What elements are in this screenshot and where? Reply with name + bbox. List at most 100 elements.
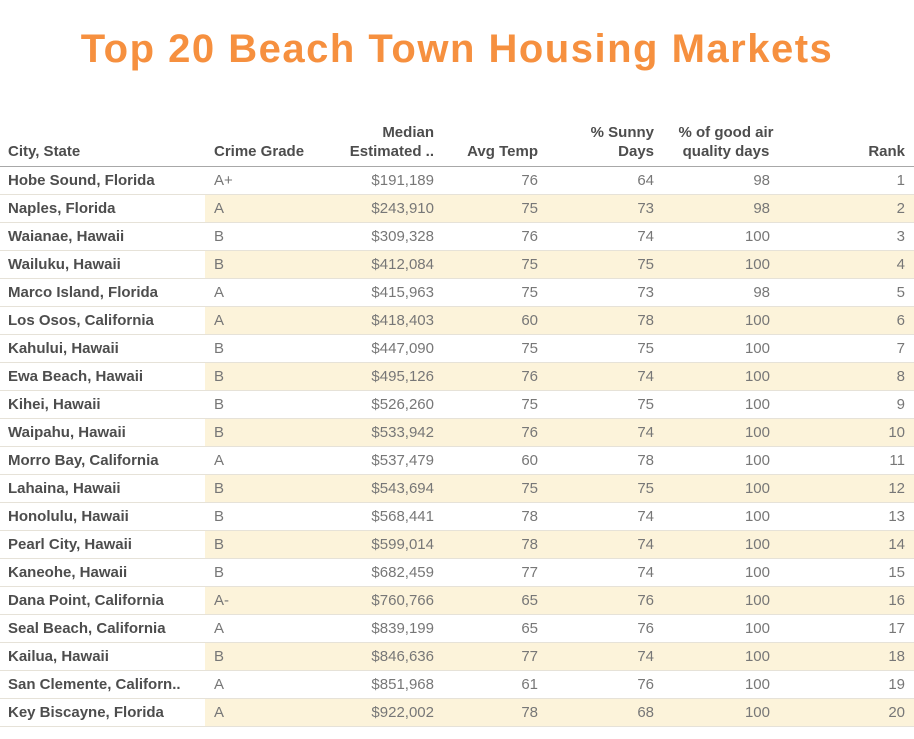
- cell-median: $412,084: [305, 250, 440, 279]
- column-header-city[interactable]: City, State: [0, 115, 205, 167]
- cell-avgtemp: 78: [440, 502, 548, 531]
- cell-air: 98: [666, 194, 788, 223]
- cell-city: Waianae, Hawaii: [0, 222, 205, 251]
- cell-rank: 7: [788, 334, 914, 363]
- table-row[interactable]: Marco Island, Florida A $415,963 75 73 98 5: [0, 278, 914, 307]
- cell-sunny: 74: [548, 502, 666, 531]
- cell-avgtemp: 76: [440, 362, 548, 391]
- table-row[interactable]: San Clemente, Californ.. A $851,968 61 76 100…: [0, 670, 914, 699]
- cell-rank: 17: [788, 614, 914, 643]
- cell-rank: 8: [788, 362, 914, 391]
- cell-avgtemp: 65: [440, 586, 548, 615]
- table-row[interactable]: Seal Beach, California A $839,199 65 76 100 17: [0, 614, 914, 643]
- table-row[interactable]: Kaneohe, Hawaii B $682,459 77 74 100 15: [0, 558, 914, 587]
- column-header-label: Avg Temp: [467, 143, 538, 160]
- column-header-label: % Sunny: [590, 124, 654, 141]
- cell-city: Kailua, Hawaii: [0, 642, 205, 671]
- table-row[interactable]: Ewa Beach, Hawaii B $495,126 76 74 100 8: [0, 362, 914, 391]
- cell-air: 100: [666, 222, 788, 251]
- column-header-label: Days: [618, 143, 654, 160]
- housing-markets-table: City, State Crime Grade Median Estimated ..…: [0, 115, 914, 727]
- cell-sunny: 74: [548, 418, 666, 447]
- table-row[interactable]: Pearl City, Hawaii B $599,014 78 74 100 14: [0, 530, 914, 559]
- cell-avgtemp: 76: [440, 222, 548, 251]
- cell-city: Kahului, Hawaii: [0, 334, 205, 363]
- cell-city: San Clemente, Californ..: [0, 670, 205, 699]
- cell-crime: B: [205, 502, 305, 531]
- cell-city: Kihei, Hawaii: [0, 390, 205, 419]
- cell-crime: B: [205, 558, 305, 587]
- cell-air: 100: [666, 670, 788, 699]
- cell-sunny: 74: [548, 362, 666, 391]
- cell-air: 100: [666, 614, 788, 643]
- cell-crime: B: [205, 334, 305, 363]
- column-header-avgtemp[interactable]: Avg Temp: [440, 115, 548, 167]
- cell-avgtemp: 75: [440, 474, 548, 503]
- cell-median: $526,260: [305, 390, 440, 419]
- cell-sunny: 74: [548, 222, 666, 251]
- cell-air: 100: [666, 502, 788, 531]
- cell-median: $537,479: [305, 446, 440, 475]
- cell-median: $682,459: [305, 558, 440, 587]
- cell-crime: B: [205, 250, 305, 279]
- cell-crime: B: [205, 474, 305, 503]
- table-row[interactable]: Kihei, Hawaii B $526,260 75 75 100 9: [0, 390, 914, 419]
- column-header-crime[interactable]: Crime Grade: [205, 115, 305, 167]
- table-row[interactable]: Waianae, Hawaii B $309,328 76 74 100 3: [0, 222, 914, 251]
- cell-avgtemp: 60: [440, 306, 548, 335]
- table-row[interactable]: Waipahu, Hawaii B $533,942 76 74 100 10: [0, 418, 914, 447]
- cell-air: 100: [666, 558, 788, 587]
- cell-city: Los Osos, California: [0, 306, 205, 335]
- cell-rank: 5: [788, 278, 914, 307]
- cell-avgtemp: 60: [440, 446, 548, 475]
- column-header-median[interactable]: Median Estimated ..: [305, 115, 440, 167]
- table-row[interactable]: Hobe Sound, Florida A+ $191,189 76 64 98 1: [0, 166, 914, 195]
- table-row[interactable]: Honolulu, Hawaii B $568,441 78 74 100 13: [0, 502, 914, 531]
- cell-median: $533,942: [305, 418, 440, 447]
- cell-rank: 15: [788, 558, 914, 587]
- cell-city: Key Biscayne, Florida: [0, 698, 205, 727]
- cell-air: 100: [666, 586, 788, 615]
- cell-rank: 14: [788, 530, 914, 559]
- cell-crime: B: [205, 530, 305, 559]
- cell-city: Hobe Sound, Florida: [0, 166, 205, 195]
- cell-city: Kaneohe, Hawaii: [0, 558, 205, 587]
- cell-air: 100: [666, 362, 788, 391]
- cell-rank: 12: [788, 474, 914, 503]
- table-row[interactable]: Lahaina, Hawaii B $543,694 75 75 100 12: [0, 474, 914, 503]
- table-row[interactable]: Los Osos, California A $418,403 60 78 100 6: [0, 306, 914, 335]
- cell-city: Seal Beach, California: [0, 614, 205, 643]
- cell-sunny: 78: [548, 306, 666, 335]
- cell-air: 100: [666, 642, 788, 671]
- table-row[interactable]: Kahului, Hawaii B $447,090 75 75 100 7: [0, 334, 914, 363]
- column-header-rank[interactable]: Rank: [788, 115, 914, 167]
- cell-rank: 10: [788, 418, 914, 447]
- column-header-sunny[interactable]: % Sunny Days: [548, 115, 666, 167]
- table-row[interactable]: Dana Point, California A- $760,766 65 76 100 1…: [0, 586, 914, 615]
- cell-median: $760,766: [305, 586, 440, 615]
- table-row[interactable]: Kailua, Hawaii B $846,636 77 74 100 18: [0, 642, 914, 671]
- column-header-label: City, State: [8, 143, 81, 160]
- table-row[interactable]: Naples, Florida A $243,910 75 73 98 2: [0, 194, 914, 223]
- cell-crime: B: [205, 222, 305, 251]
- cell-air: 98: [666, 278, 788, 307]
- cell-median: $309,328: [305, 222, 440, 251]
- cell-city: Lahaina, Hawaii: [0, 474, 205, 503]
- cell-city: Naples, Florida: [0, 194, 205, 223]
- table-row[interactable]: Key Biscayne, Florida A $922,002 78 68 100 20: [0, 698, 914, 727]
- column-header-air[interactable]: % of good air quality days: [666, 115, 788, 167]
- cell-crime: A: [205, 698, 305, 727]
- cell-median: $447,090: [305, 334, 440, 363]
- cell-sunny: 68: [548, 698, 666, 727]
- cell-sunny: 75: [548, 334, 666, 363]
- table-row[interactable]: Wailuku, Hawaii B $412,084 75 75 100 4: [0, 250, 914, 279]
- table-row[interactable]: Morro Bay, California A $537,479 60 78 100 11: [0, 446, 914, 475]
- cell-median: $415,963: [305, 278, 440, 307]
- table-head: City, State Crime Grade Median Estimated ..…: [0, 115, 914, 167]
- column-header-label: Rank: [868, 143, 905, 160]
- cell-rank: 1: [788, 166, 914, 195]
- cell-crime: B: [205, 418, 305, 447]
- cell-rank: 2: [788, 194, 914, 223]
- cell-crime: A: [205, 670, 305, 699]
